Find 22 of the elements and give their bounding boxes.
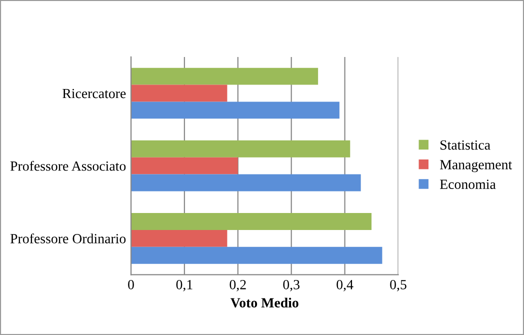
- x-axis-title: Voto Medio: [230, 298, 298, 308]
- x-tick-label: 0,2: [230, 280, 246, 292]
- y-tick-label: Ricercatore: [62, 88, 126, 98]
- legend-label: Statistica: [440, 140, 490, 150]
- bar: [131, 230, 228, 247]
- bar: [131, 68, 318, 85]
- bar: [131, 157, 238, 174]
- x-tick-label: 0,1: [176, 280, 192, 292]
- bar: [131, 213, 372, 230]
- y-tick-label: Professore Ordinario: [10, 233, 126, 244]
- x-tick-label: 0,3: [283, 280, 300, 292]
- bar: [131, 246, 382, 264]
- x-tick-label: 0: [128, 280, 134, 290]
- bar: [131, 174, 361, 192]
- legend-label: Economia: [440, 180, 496, 189]
- bar: [131, 140, 350, 158]
- bar: [131, 84, 228, 102]
- bar: [131, 102, 340, 119]
- legend-label: Management: [440, 160, 512, 172]
- x-tick-label: 0,4: [336, 280, 354, 292]
- y-tick-label: Professore Associato: [10, 160, 126, 171]
- x-tick-label: 0,5: [390, 280, 406, 292]
